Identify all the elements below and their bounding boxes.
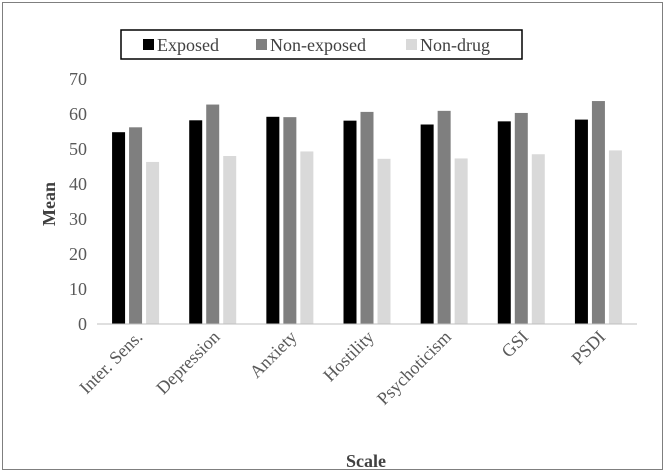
y-tick-label: 10 — [69, 279, 87, 299]
legend-swatch-non-exposed — [256, 39, 267, 50]
bar-non-drug-anxiety — [300, 151, 314, 324]
y-tick-label: 40 — [69, 174, 87, 194]
bar-exposed-depression — [189, 120, 203, 324]
legend-swatch-exposed — [143, 39, 154, 50]
x-axis-title: Scale — [346, 451, 386, 471]
bar-exposed-anxiety — [266, 116, 280, 324]
bar-non-exposed-hostility — [360, 111, 374, 325]
bar-non-exposed-gsi — [514, 112, 528, 324]
x-tick-label: GSI — [497, 327, 532, 362]
y-tick-label: 50 — [69, 139, 87, 159]
x-tick-label: Hostility — [319, 327, 378, 386]
x-tick-label: Inter. Sens. — [75, 327, 146, 398]
bar-non-exposed-psychoticism — [437, 110, 451, 324]
x-tick-label: Depression — [152, 327, 223, 398]
x-tick-label: Psychoticism — [373, 327, 455, 409]
bar-non-drug-psychoticism — [454, 158, 468, 324]
legend-label-non-drug: Non-drug — [420, 35, 490, 55]
bar-non-drug-gsi — [531, 154, 545, 324]
bar-non-drug-inter-sens — [146, 161, 160, 324]
bar-exposed-hostility — [343, 120, 357, 325]
bar-non-drug-depression — [223, 156, 237, 324]
legend-swatch-non-drug — [406, 39, 417, 50]
y-tick-label: 70 — [69, 69, 87, 89]
legend-label-non-exposed: Non-exposed — [270, 35, 366, 55]
bar-non-drug-hostility — [377, 158, 391, 324]
bar-non-exposed-anxiety — [283, 117, 297, 325]
y-tick-label: 20 — [69, 244, 87, 264]
bar-non-exposed-psdi — [591, 101, 605, 324]
legend: Exposed Non-exposed Non-drug — [120, 29, 523, 60]
y-axis: 0 10 20 30 40 50 60 70 — [69, 69, 87, 334]
legend-box — [120, 29, 523, 60]
bar-non-exposed-inter-sens — [129, 127, 143, 324]
legend-label-exposed: Exposed — [157, 35, 219, 55]
bars — [112, 101, 622, 325]
y-tick-label: 0 — [78, 314, 87, 334]
y-tick-label: 30 — [69, 209, 87, 229]
y-axis-title: Mean — [39, 182, 59, 226]
bar-exposed-psychoticism — [420, 124, 434, 324]
y-tick-label: 60 — [69, 104, 87, 124]
bar-exposed-inter-sens — [112, 132, 126, 324]
bar-non-exposed-depression — [206, 104, 220, 324]
x-tick-label: PSDI — [568, 327, 610, 369]
bar-exposed-gsi — [497, 121, 511, 324]
bar-non-drug-psdi — [608, 150, 622, 324]
bar-exposed-psdi — [574, 119, 588, 324]
x-axis: Inter. Sens. Depression Anxiety HostilityPs… — [75, 327, 609, 409]
x-tick-label: Anxiety — [246, 327, 301, 382]
